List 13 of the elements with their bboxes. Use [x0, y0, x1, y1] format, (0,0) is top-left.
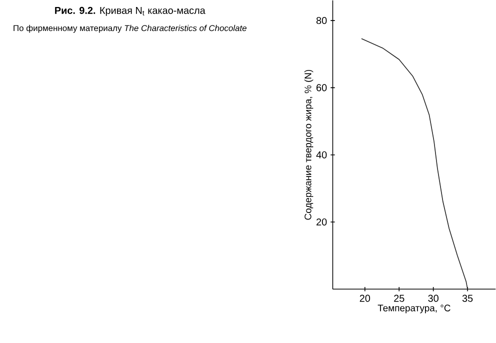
x-tick-label: 25 [394, 294, 404, 302]
x-tick-label: 30 [428, 294, 438, 302]
y-tick-label: 60 [316, 84, 327, 92]
text: Рис. 9.2. Кривая N$_{t}$ какао-масла [55, 6, 206, 16]
text: По фирменному материалу The Characteristics of Chocolate [14, 24, 246, 33]
y-tick-label: 80 [316, 16, 327, 24]
y-tick-label: 20 [316, 218, 327, 226]
y-tick-label: 40 [316, 151, 327, 158]
x-axis-title: Температура, °С [378, 304, 450, 314]
x-tick-label: 20 [360, 294, 370, 302]
line-series [361, 38, 468, 290]
x-tick-label: 35 [462, 294, 473, 302]
y-axis-title: Содержание твердого жира, % (N) [304, 70, 314, 220]
